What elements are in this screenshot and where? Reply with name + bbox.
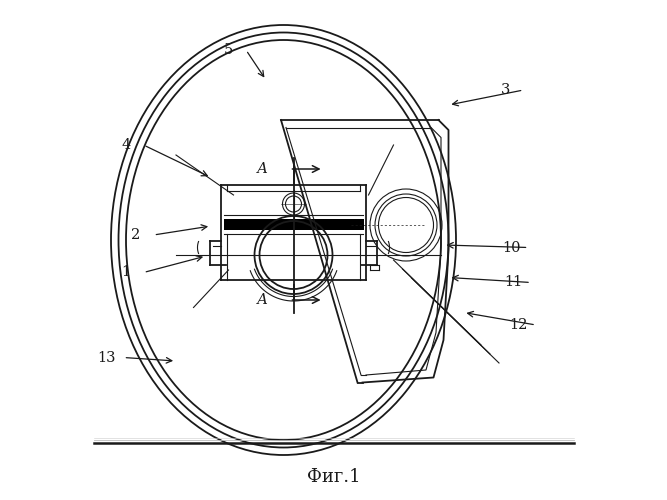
Text: Фиг.1: Фиг.1: [307, 468, 360, 486]
Text: 11: 11: [504, 276, 523, 289]
Text: 10: 10: [502, 240, 520, 254]
Text: 3: 3: [502, 83, 511, 97]
Text: 4: 4: [121, 138, 131, 152]
Text: 12: 12: [510, 318, 528, 332]
Text: 13: 13: [97, 350, 115, 364]
Text: 2: 2: [131, 228, 141, 242]
Text: 5: 5: [224, 43, 233, 57]
Bar: [223, 218, 364, 230]
Text: А: А: [257, 162, 268, 176]
Text: 1: 1: [121, 266, 131, 280]
Text: А: А: [257, 293, 268, 307]
